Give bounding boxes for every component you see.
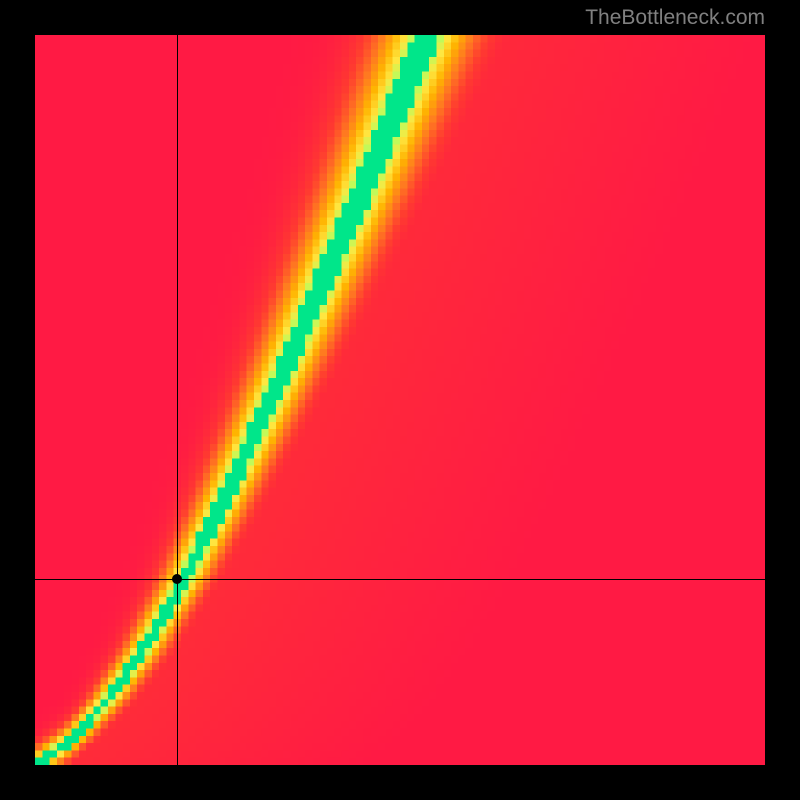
watermark-text: TheBottleneck.com (585, 6, 765, 30)
crosshair-vertical (177, 35, 178, 765)
heatmap-chart (35, 35, 765, 765)
heatmap-canvas (35, 35, 765, 765)
crosshair-marker (172, 574, 182, 584)
crosshair-horizontal (35, 579, 765, 580)
